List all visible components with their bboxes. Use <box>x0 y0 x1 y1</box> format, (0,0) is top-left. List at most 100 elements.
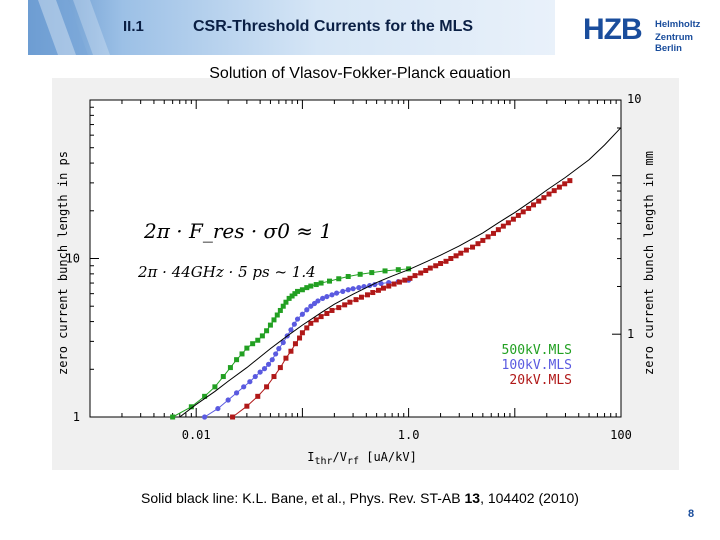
data-point <box>336 276 342 282</box>
data-point <box>370 290 376 296</box>
page-number: 8 <box>688 508 695 520</box>
data-point <box>265 361 272 367</box>
logo-line-1: Helmholtz <box>655 19 701 30</box>
x-axis-label-sub1: thr <box>314 456 332 467</box>
x-tick-label: 1.0 <box>398 428 420 442</box>
data-point <box>395 267 401 273</box>
data-point <box>241 384 247 390</box>
x-axis-label: Ithr/Vrf [uA/kV] <box>307 450 417 467</box>
data-point <box>233 390 240 396</box>
series-500kV.MLS <box>170 266 412 420</box>
data-point <box>505 220 511 226</box>
logo-line-2: Zentrum Berlin <box>655 32 693 54</box>
data-point <box>342 302 348 308</box>
data-point <box>304 307 310 313</box>
data-point <box>546 191 552 197</box>
data-point <box>347 299 353 305</box>
data-point <box>324 310 330 316</box>
data-point <box>271 374 277 380</box>
data-point <box>308 283 314 289</box>
data-point <box>304 325 310 331</box>
hzb-logo: HZB Helmholtz Zentrum Berlin <box>583 14 703 55</box>
data-point <box>358 294 364 300</box>
data-point <box>264 328 270 334</box>
data-point <box>407 275 413 281</box>
data-point <box>541 195 547 201</box>
data-point <box>230 414 236 420</box>
data-point <box>453 253 459 259</box>
data-point <box>259 333 265 339</box>
data-point <box>257 369 263 375</box>
y-tick-label-left: 1 <box>73 410 80 424</box>
x-axis-label-units: [uA/kV] <box>359 450 417 464</box>
data-point <box>280 339 286 346</box>
data-point <box>382 268 388 274</box>
data-point <box>334 290 340 296</box>
chart: 0.01 1.0 100 1 10 1 10 zero current bunch leng… <box>56 92 656 467</box>
data-point <box>495 227 501 233</box>
data-point <box>556 184 562 190</box>
header-decoration <box>28 0 110 55</box>
data-point <box>280 303 286 309</box>
data-point <box>291 321 297 327</box>
data-point <box>500 223 506 229</box>
data-point <box>551 188 557 194</box>
data-point <box>510 216 516 222</box>
data-point <box>412 273 418 279</box>
chart-title: Solution of Vlasov-Fokker-Planck equatio… <box>209 65 511 82</box>
data-point <box>286 295 292 301</box>
data-point <box>277 365 283 371</box>
footnote: Solid black line: K.L. Bane, et al., Phy… <box>0 490 720 506</box>
data-point <box>318 280 324 286</box>
data-point <box>515 212 521 218</box>
data-point <box>356 285 362 291</box>
data-point <box>396 279 402 285</box>
data-point <box>470 244 476 250</box>
data-point <box>271 317 277 323</box>
data-point <box>225 397 231 403</box>
data-point <box>480 237 486 243</box>
data-point <box>299 330 305 336</box>
data-point <box>212 384 218 390</box>
annotation-formula-1: 2π · F_res · σ0 ≈ 1 <box>143 219 332 243</box>
data-point <box>264 384 270 390</box>
data-point <box>329 307 335 313</box>
data-point <box>313 282 319 288</box>
data-point <box>463 247 469 253</box>
data-point <box>227 365 233 371</box>
data-point <box>391 281 397 287</box>
data-point <box>380 285 386 291</box>
data-point <box>299 287 305 293</box>
data-point <box>375 287 381 293</box>
plot-area <box>89 99 622 418</box>
data-point <box>288 327 294 333</box>
legend-entry: 100kV.MLS <box>502 358 572 373</box>
data-point <box>244 403 250 409</box>
series-100kV.MLS <box>202 277 412 420</box>
data-point <box>295 288 301 294</box>
data-point <box>526 205 532 211</box>
data-point <box>423 268 429 274</box>
data-point <box>386 283 392 289</box>
footnote-prefix: Solid black line: K.L. Bane, et al., Phy… <box>141 490 465 506</box>
data-point <box>269 357 275 363</box>
data-point <box>247 379 253 385</box>
section-number: II.1 <box>123 18 144 35</box>
data-point <box>267 322 273 328</box>
y-tick-label-right: 1 <box>627 327 634 341</box>
x-tick-label: 100 <box>610 428 632 442</box>
data-point <box>531 202 537 208</box>
data-point <box>289 293 295 299</box>
footnote-suffix: , 104402 (2010) <box>480 490 579 506</box>
data-point <box>320 295 326 302</box>
data-point <box>536 198 542 204</box>
data-point <box>244 345 250 351</box>
data-point <box>273 351 279 357</box>
y-axis-label-left: zero current bunch length in ps <box>56 151 70 375</box>
data-point <box>353 297 359 303</box>
x-tick-label: 0.01 <box>182 428 211 442</box>
y-tick-label-right: 10 <box>627 92 641 106</box>
data-point <box>364 292 370 298</box>
series-layer <box>170 127 622 420</box>
